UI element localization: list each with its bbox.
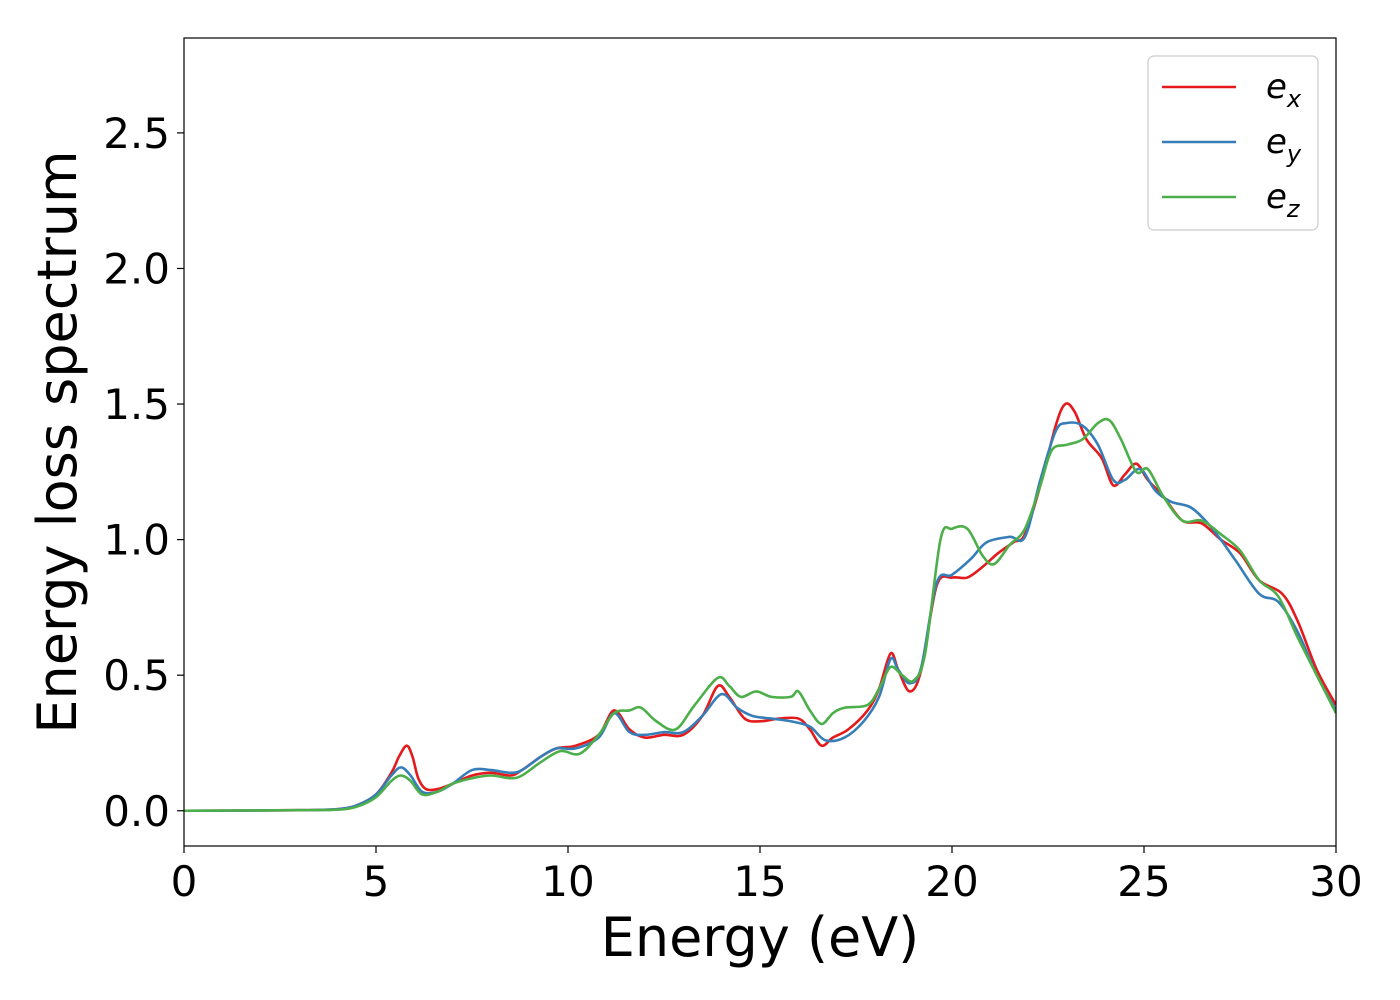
x-tick-label: 5: [363, 857, 390, 906]
legend-label-z: ez: [1266, 177, 1301, 223]
plot-area: [184, 38, 1336, 846]
x-tick-label: 20: [925, 857, 978, 906]
y-axis-ticks: 0.0 0.5 1.0 1.5 2.0 2.5: [103, 109, 184, 836]
x-tick-label: 30: [1309, 857, 1362, 906]
y-tick-label: 1.0: [103, 516, 170, 565]
legend-label-x: ex: [1266, 67, 1302, 113]
y-tick-label: 1.5: [103, 380, 170, 429]
y-tick-label: 2.0: [103, 244, 170, 293]
x-tick-label: 0: [171, 857, 198, 906]
legend-label-y: ey: [1266, 122, 1302, 168]
series-line-z: [184, 417, 1336, 813]
legend: ex ey ez: [1147, 55, 1319, 231]
x-tick-label: 15: [733, 857, 786, 906]
x-tick-label: 25: [1117, 857, 1170, 906]
series-layer: [184, 402, 1336, 813]
y-tick-label: 0.0: [103, 787, 170, 836]
x-axis-ticks: 0 5 10 15 20 25 30: [171, 846, 1363, 906]
y-axis-label: Energy loss spectrum: [26, 150, 89, 733]
series-line-y: [184, 421, 1336, 813]
y-tick-label: 0.5: [103, 651, 170, 700]
y-tick-label: 2.5: [103, 109, 170, 158]
series-line-x: [184, 402, 1336, 813]
x-axis-label: Energy (eV): [601, 906, 920, 969]
x-tick-label: 10: [541, 857, 594, 906]
